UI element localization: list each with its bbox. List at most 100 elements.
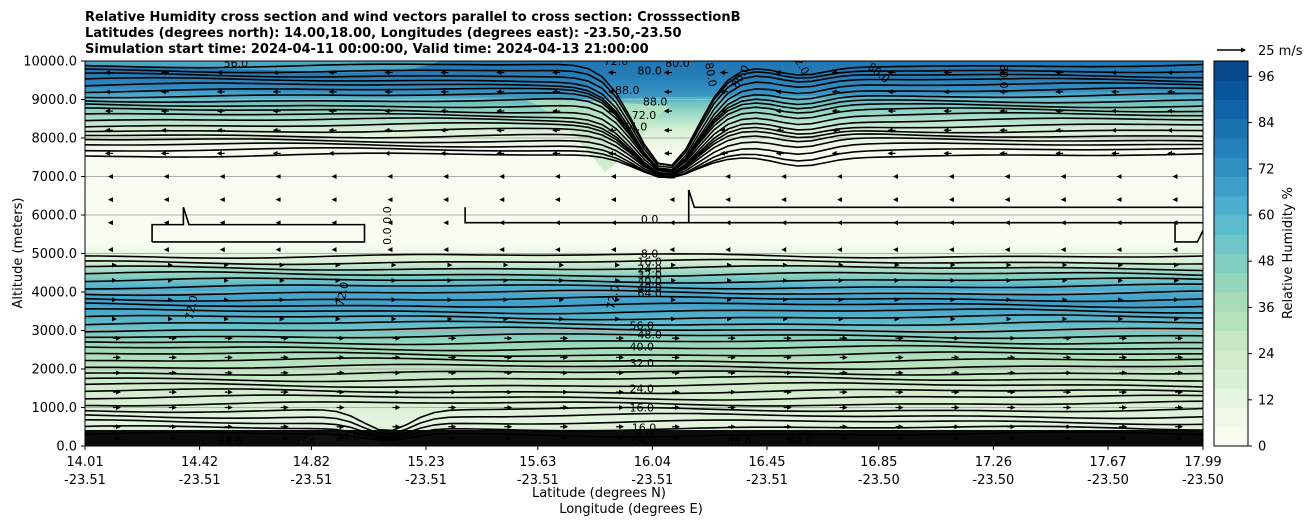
- colorbar-tick-label: 36: [1258, 301, 1275, 316]
- contour-line: [85, 277, 1203, 284]
- contour-line: [85, 400, 1203, 407]
- contour-line: [85, 63, 1203, 167]
- contour-line: [85, 76, 1203, 171]
- contour-line: [85, 381, 1203, 389]
- x-tick-label-latitude: 17.67: [1089, 455, 1126, 470]
- contour-label: 80.0: [637, 65, 662, 78]
- contour-line: [85, 363, 1203, 371]
- contour-label: 24.0: [630, 382, 655, 395]
- contour-line: [85, 332, 1203, 340]
- contour-line: [85, 253, 1203, 260]
- contour-line: [85, 314, 1203, 321]
- colorbar-band: [1214, 215, 1248, 235]
- contour-label: 24.0: [335, 430, 360, 443]
- colorbar-band: [1214, 330, 1248, 351]
- contour-label: 8.0: [641, 248, 659, 261]
- y-axis-label: Altitude (meters): [11, 198, 26, 309]
- contour-label: 72.0: [183, 294, 201, 321]
- contour-line: [85, 388, 1203, 395]
- y-tick-label: 4000.0: [32, 286, 78, 301]
- contour-line: [85, 72, 1203, 169]
- colorbar-band: [1214, 118, 1248, 139]
- contour-line: [85, 289, 1203, 297]
- contour-line: [85, 394, 1203, 401]
- colorbar-tick-label: 0: [1258, 440, 1266, 455]
- y-tick-label: 0.0: [56, 440, 77, 455]
- contour-line: [85, 344, 1203, 352]
- colorbar-frame: [1213, 60, 1249, 447]
- x-tick-label-latitude: 17.99: [1184, 455, 1221, 470]
- contour-label: 0.0: [381, 227, 394, 245]
- colorbar-band: [1214, 388, 1248, 408]
- colorbar-band: [1214, 426, 1248, 447]
- title-line-3: Simulation start time: 2024-04-11 00:00:…: [85, 42, 649, 57]
- contour-label: 48.0: [637, 281, 662, 294]
- contour-line: [85, 406, 1203, 432]
- x-tick-label-latitude: 14.01: [66, 455, 103, 470]
- contour-label: 88.0: [615, 84, 640, 97]
- contour-label: 40.0: [630, 341, 655, 354]
- contour-line: [85, 112, 1203, 175]
- contour-label: 16.0: [637, 256, 662, 269]
- contour-line: [85, 375, 1203, 383]
- contour-label: 72.0: [334, 281, 352, 308]
- contour-label: 72.0: [604, 284, 622, 311]
- x-tick-label-longitude: -23.51: [746, 473, 788, 488]
- contour-line: [85, 283, 1203, 290]
- y-tick-label: 10000.0: [23, 55, 77, 70]
- contour-line: [85, 302, 1203, 309]
- contour-line: [85, 258, 1203, 266]
- y-tick-label: 9000.0: [32, 93, 78, 108]
- contour-label: 88.0: [788, 434, 813, 447]
- contour-label: 24.0: [637, 263, 662, 276]
- x-tick-label-latitude: 14.42: [181, 455, 218, 470]
- contour-line: [85, 320, 1203, 327]
- y-tick-label: 2000.0: [32, 363, 78, 378]
- title-line-1: Relative Humidity cross section and wind…: [85, 10, 741, 25]
- colorbar-band: [1214, 176, 1248, 197]
- contour-label: 80.0: [997, 64, 1010, 89]
- plot-area: 0.00.00.08.016.024.032.040.048.064.072.0…: [84, 55, 1204, 449]
- x-tick-label-longitude: -23.50: [1182, 473, 1224, 488]
- contour-lines: [85, 63, 1203, 442]
- contour-label: 80.0: [665, 57, 690, 70]
- contour-line: [85, 351, 1203, 358]
- colorbar-tick-label: 72: [1258, 162, 1275, 177]
- contour-label: 32.0: [637, 269, 662, 282]
- colorbar-tick-label: 60: [1258, 209, 1275, 224]
- contour-label: 80.0: [702, 61, 719, 87]
- colorbar-band: [1214, 349, 1248, 370]
- contour-labels: 0.00.00.08.016.024.032.040.048.064.072.0…: [183, 55, 1010, 449]
- colorbar-band: [1214, 369, 1248, 389]
- colorbar-tick-label: 24: [1258, 347, 1275, 362]
- contour-line: [85, 270, 1203, 278]
- colorbar-band: [1214, 253, 1248, 274]
- x-axis-label-longitude: Longitude (degrees E): [559, 502, 703, 517]
- wind-vectors: [104, 70, 1184, 441]
- contour-line: [85, 264, 1203, 272]
- contour-line: [85, 412, 1203, 435]
- x-tick-label-longitude: -23.51: [405, 473, 447, 488]
- contour-line: [85, 142, 1203, 179]
- colorbar: 0 12 24 36 48 60 72 84 96 Relative Humidity %: [1213, 60, 1296, 455]
- colorbar-tick-label: 12: [1258, 393, 1275, 408]
- y-axis: 0.0 1000.0 2000.0 3000.0 4000.0 5000.0 6000.0 7…: [23, 55, 85, 455]
- contour-line: [85, 82, 1203, 173]
- y-tick-label: 6000.0: [32, 209, 78, 224]
- x-tick-label-latitude: 14.82: [293, 455, 330, 470]
- contour-label: 72.0: [604, 55, 629, 68]
- x-tick-label-latitude: 15.63: [519, 455, 556, 470]
- contour-line: [85, 326, 1203, 333]
- contour-label: 40.0: [637, 275, 662, 288]
- contour-label: 56: [302, 436, 316, 449]
- chart-title: Relative Humidity cross section and wind…: [85, 10, 741, 57]
- contour-line: [85, 107, 1203, 173]
- contour-line: [85, 103, 1203, 171]
- contour-line: [85, 339, 1203, 346]
- contour-line: [85, 147, 1203, 179]
- colorbar-band: [1214, 195, 1248, 216]
- colorbar-band: [1214, 234, 1248, 254]
- colorbar-band: [1214, 99, 1248, 120]
- title-line-2: Latitudes (degrees north): 14.00,18.00, …: [85, 26, 682, 41]
- contour-label: 64.0: [218, 435, 243, 448]
